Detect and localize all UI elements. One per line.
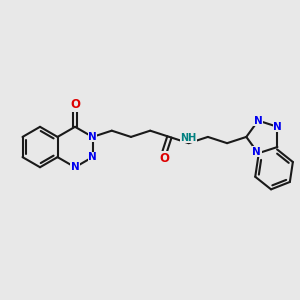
- Text: N: N: [273, 122, 282, 132]
- Text: NH: NH: [181, 133, 197, 143]
- Text: N: N: [71, 162, 80, 172]
- Text: O: O: [70, 98, 80, 111]
- Text: N: N: [252, 147, 261, 157]
- Text: N: N: [88, 152, 97, 162]
- Text: N: N: [88, 132, 97, 142]
- Text: N: N: [254, 116, 262, 126]
- Text: O: O: [160, 152, 170, 165]
